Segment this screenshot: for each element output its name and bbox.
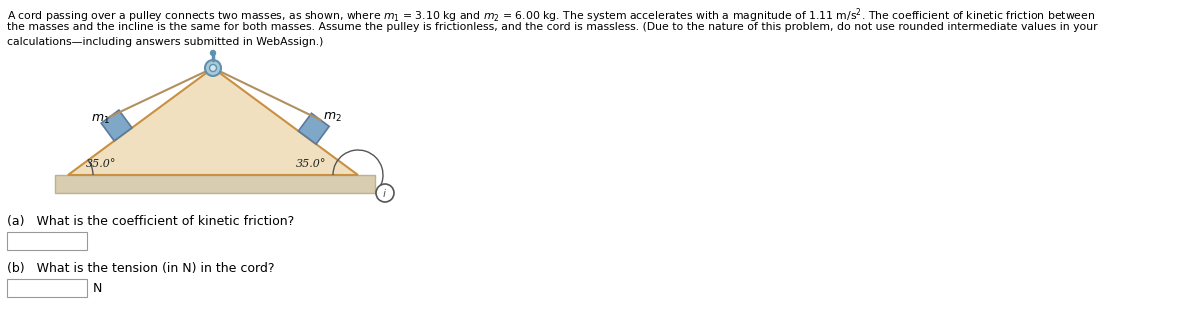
Text: A cord passing over a pulley connects two masses, as shown, where $m_1$ = 3.10 k: A cord passing over a pulley connects tw… (7, 6, 1096, 24)
Text: (a)   What is the coefficient of kinetic friction?: (a) What is the coefficient of kinetic f… (7, 215, 294, 228)
FancyBboxPatch shape (7, 279, 88, 297)
Text: $m_2$: $m_2$ (323, 111, 342, 124)
Circle shape (210, 51, 216, 56)
Text: $m_1$: $m_1$ (91, 113, 110, 127)
Text: N: N (94, 281, 102, 294)
Text: 35.0°: 35.0° (296, 159, 326, 169)
Polygon shape (55, 175, 374, 193)
Polygon shape (68, 68, 358, 175)
Text: 35.0°: 35.0° (86, 159, 116, 169)
Text: (b)   What is the tension (in N) in the cord?: (b) What is the tension (in N) in the co… (7, 262, 275, 275)
FancyBboxPatch shape (7, 232, 88, 250)
Text: $i$: $i$ (383, 187, 388, 199)
Circle shape (205, 60, 221, 76)
Circle shape (210, 65, 216, 72)
Text: the masses and the incline is the same for both masses. Assume the pulley is fri: the masses and the incline is the same f… (7, 22, 1098, 31)
Polygon shape (299, 113, 329, 144)
Polygon shape (101, 110, 132, 141)
Circle shape (376, 184, 394, 202)
Text: calculations—including answers submitted in WebAssign.): calculations—including answers submitted… (7, 37, 323, 47)
